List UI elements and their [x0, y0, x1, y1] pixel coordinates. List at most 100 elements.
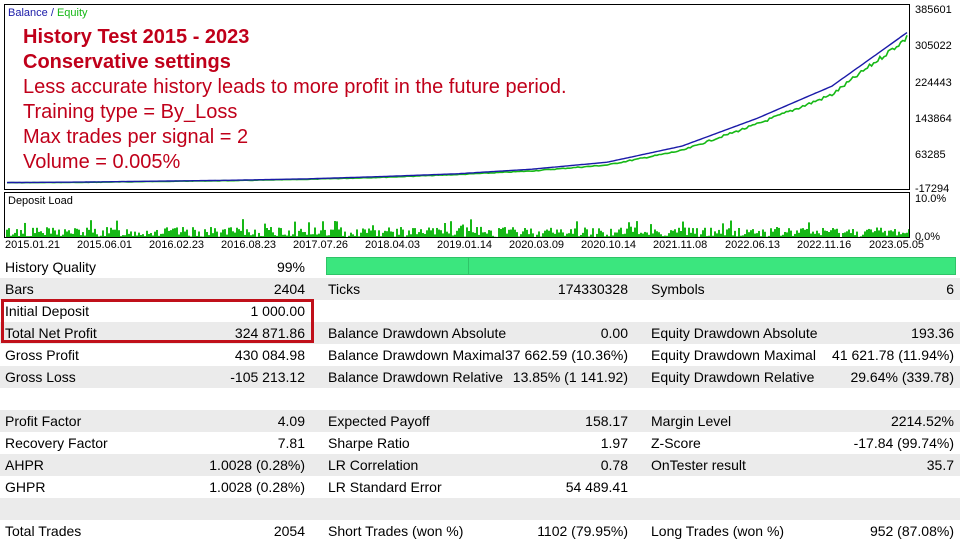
z-score-value: -17.84 (99.74%)	[853, 435, 954, 451]
legend-equity: Equity	[56, 7, 88, 19]
deposit-load-bar	[62, 234, 64, 237]
deposit-load-bar	[124, 235, 126, 237]
stats-row: Profit Factor 4.09 Expected Payoff 158.1…	[0, 410, 960, 432]
deposit-load-bar	[702, 230, 704, 237]
deposit-load-bar	[292, 234, 294, 237]
deposit-load-bar	[302, 232, 304, 237]
equity-dd-maximal-value: 41 621.78 (11.94%)	[832, 347, 954, 363]
deposit-load-bar	[50, 233, 52, 237]
recovery-factor-value: 7.81	[277, 435, 305, 451]
deposit-load-bar	[70, 233, 72, 237]
deposit-load-bar	[836, 228, 838, 237]
deposit-load-bar	[266, 228, 268, 237]
deposit-load-bar	[270, 227, 272, 237]
deposit-load-bar	[664, 235, 666, 237]
deposit-load-bar	[546, 229, 548, 237]
deposit-load-bar	[442, 233, 444, 237]
deposit-load-bar	[280, 228, 282, 237]
gross-profit-label: Gross Profit	[5, 347, 79, 363]
net-profit-label: Total Net Profit	[5, 325, 97, 341]
deposit-load-bar	[252, 234, 254, 237]
deposit-load-bar	[38, 231, 40, 237]
deposit-load-bar	[558, 232, 560, 237]
deposit-load-bar	[82, 232, 84, 237]
deposit-load-bar	[210, 227, 212, 237]
deposit-load-bar	[146, 230, 148, 237]
deposit-load-bar	[716, 233, 718, 237]
deposit-load-bar	[338, 229, 340, 237]
lr-standard-error-value: 54 489.41	[565, 479, 628, 495]
deposit-load-bar	[6, 229, 8, 237]
deposit-load-bar	[636, 221, 638, 237]
deposit-load-bar	[654, 229, 656, 237]
history-quality-label: History Quality	[5, 259, 97, 275]
x-tick: 2015.01.21	[5, 239, 61, 251]
deposit-load-bar	[586, 229, 588, 237]
deposit-load-bar	[772, 231, 774, 237]
deposit-load-bar	[476, 227, 478, 237]
equity-dd-absolute-label: Equity Drawdown Absolute	[651, 325, 818, 341]
deposit-load-bar	[370, 230, 372, 237]
deposit-load-plot: Deposit Load	[4, 192, 910, 238]
deposit-load-bar	[416, 234, 418, 237]
deposit-load-bar	[706, 236, 708, 237]
chart-legend: Balance / Equity	[8, 7, 88, 19]
symbols-value: 6	[946, 281, 954, 297]
deposit-load-bar	[430, 230, 432, 237]
deposit-load-bar	[224, 229, 226, 237]
gross-profit-value: 430 084.98	[234, 347, 305, 363]
deposit-load-bar	[574, 228, 576, 237]
deposit-load-bar	[454, 234, 456, 237]
deposit-load-bar	[284, 234, 286, 237]
deposit-load-bar	[500, 229, 502, 237]
deposit-load-bar	[538, 231, 540, 237]
deposit-load-bar	[60, 235, 62, 237]
deposit-load-bar	[244, 234, 246, 237]
deposit-load-bar	[796, 230, 798, 237]
deposit-load-bar	[580, 234, 582, 237]
profit-factor-label: Profit Factor	[5, 413, 82, 429]
deposit-load-bar	[812, 231, 814, 237]
deposit-load-bar	[750, 230, 752, 237]
deposit-load-bar	[722, 223, 724, 237]
deposit-load-bar	[460, 225, 462, 237]
deposit-load-bar	[128, 233, 130, 237]
deposit-load-bar	[782, 234, 784, 237]
deposit-load-bar	[178, 234, 180, 237]
legend-balance: Balance	[8, 7, 48, 19]
deposit-load-bar	[822, 227, 824, 237]
deposit-load-bar	[10, 235, 12, 237]
x-tick: 2022.11.16	[797, 239, 852, 251]
deposit-load-bar	[554, 233, 556, 237]
deposit-load-bar	[246, 229, 248, 237]
deposit-load-bar	[576, 221, 578, 237]
deposit-load-bar	[72, 233, 74, 237]
deposit-load-bar	[350, 232, 352, 237]
deposit-load-bar	[488, 230, 490, 237]
deposit-load-bar	[202, 236, 204, 237]
deposit-load-bar	[78, 229, 80, 237]
deposit-load-bar	[322, 221, 324, 237]
deposit-load-bar	[392, 231, 394, 237]
deposit-load-bar	[734, 230, 736, 237]
deposit-load-bar	[418, 232, 420, 237]
profit-factor-value: 4.09	[277, 413, 305, 429]
deposit-load-bar	[686, 235, 688, 237]
deposit-load-bar	[670, 230, 672, 237]
deposit-load-bar	[826, 230, 828, 237]
deposit-load-bar	[174, 228, 176, 237]
deposit-load-bar	[816, 230, 818, 237]
deposit-load-bar	[438, 229, 440, 237]
total-trades-value: 2054	[273, 523, 305, 539]
deposit-load-bar	[308, 222, 310, 237]
deposit-load-bar	[446, 231, 448, 237]
deposit-load-bar	[402, 229, 404, 237]
deposit-load-bar	[102, 230, 104, 237]
deposit-load-bar	[44, 234, 46, 237]
stats-row: Gross Profit 430 084.98 Balance Drawdown…	[0, 344, 960, 366]
deposit-load-bar	[742, 235, 744, 237]
deposit-load-bar	[248, 232, 250, 237]
net-profit-value: 324 871.86	[234, 325, 305, 341]
deposit-load-bar	[832, 228, 834, 237]
deposit-load-bar	[218, 236, 220, 237]
